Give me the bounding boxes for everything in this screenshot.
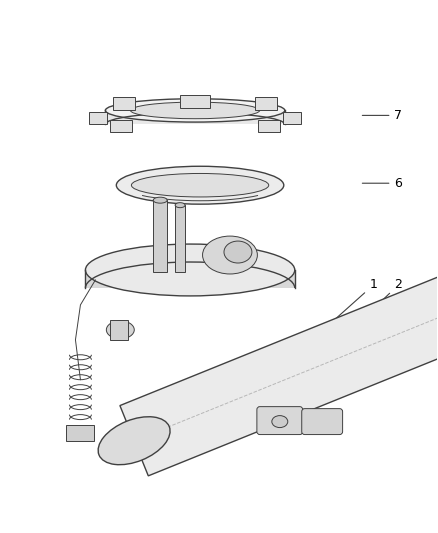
Text: 6: 6 bbox=[362, 177, 403, 190]
Ellipse shape bbox=[106, 99, 285, 122]
Text: 1: 1 bbox=[292, 278, 378, 358]
Polygon shape bbox=[120, 264, 438, 476]
Bar bbox=[89, 112, 107, 124]
Ellipse shape bbox=[175, 203, 185, 208]
Bar bbox=[255, 97, 277, 110]
Text: 2: 2 bbox=[317, 278, 403, 363]
Ellipse shape bbox=[153, 197, 167, 203]
Text: 5: 5 bbox=[217, 408, 307, 427]
FancyBboxPatch shape bbox=[302, 409, 343, 434]
Text: 7: 7 bbox=[362, 109, 403, 122]
Polygon shape bbox=[106, 110, 285, 124]
Text: 3: 3 bbox=[0, 532, 1, 533]
Bar bbox=[110, 320, 128, 340]
Ellipse shape bbox=[224, 241, 252, 263]
Bar bbox=[283, 112, 301, 124]
Ellipse shape bbox=[272, 416, 288, 427]
Bar bbox=[110, 120, 132, 132]
FancyBboxPatch shape bbox=[257, 407, 303, 434]
Ellipse shape bbox=[131, 173, 269, 197]
Ellipse shape bbox=[131, 102, 260, 119]
Bar bbox=[175, 205, 185, 272]
Bar bbox=[113, 97, 135, 110]
Bar bbox=[180, 95, 210, 108]
Ellipse shape bbox=[117, 166, 284, 204]
Ellipse shape bbox=[202, 236, 258, 274]
Text: 4: 4 bbox=[182, 408, 272, 427]
Ellipse shape bbox=[106, 321, 134, 339]
Ellipse shape bbox=[85, 244, 295, 296]
Polygon shape bbox=[85, 270, 295, 288]
Bar bbox=[258, 120, 280, 132]
Ellipse shape bbox=[98, 417, 170, 465]
Bar bbox=[153, 200, 167, 272]
Bar bbox=[67, 425, 95, 441]
